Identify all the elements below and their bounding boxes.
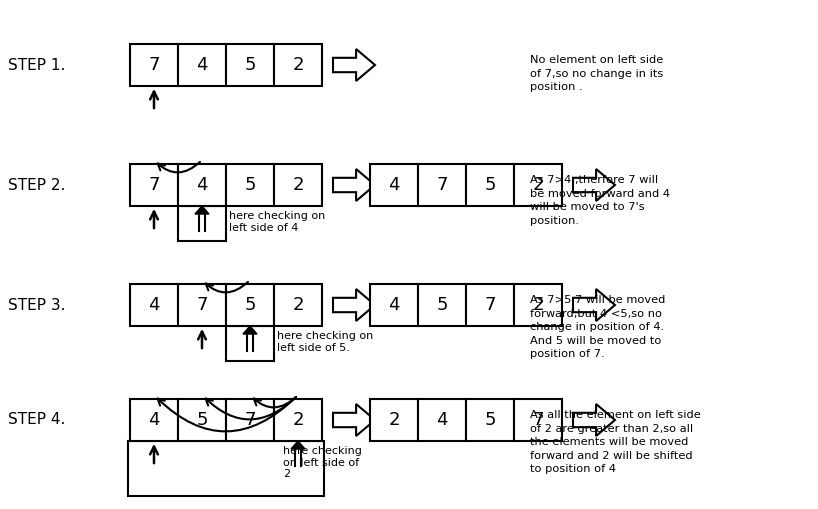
Text: As 7>5,7 will be moved
forward,but 4 <5,so no
change in position of 4.
And 5 wil: As 7>5,7 will be moved forward,but 4 <5,… — [530, 295, 665, 359]
Text: here checking
on left side of
2: here checking on left side of 2 — [283, 446, 362, 479]
Text: 4: 4 — [148, 411, 160, 429]
Polygon shape — [333, 404, 375, 436]
Polygon shape — [333, 49, 375, 81]
Text: 7: 7 — [436, 176, 447, 194]
Text: 7: 7 — [245, 411, 256, 429]
Bar — [130, 399, 178, 441]
Bar — [226, 326, 274, 361]
Bar — [130, 284, 178, 326]
Bar — [370, 164, 418, 206]
Bar — [274, 164, 322, 206]
Text: 2: 2 — [292, 411, 303, 429]
Text: 5: 5 — [245, 56, 256, 74]
Text: 5: 5 — [245, 176, 256, 194]
Polygon shape — [573, 169, 615, 201]
Text: No element on left side
of 7,so no change in its
position .: No element on left side of 7,so no chang… — [530, 55, 663, 92]
Text: 4: 4 — [196, 176, 208, 194]
Text: 4: 4 — [196, 56, 208, 74]
Polygon shape — [333, 169, 375, 201]
Bar — [178, 284, 226, 326]
Text: 7: 7 — [484, 296, 496, 314]
Polygon shape — [573, 404, 615, 436]
Bar — [514, 284, 562, 326]
Bar — [370, 399, 418, 441]
Text: 4: 4 — [148, 296, 160, 314]
Polygon shape — [243, 326, 257, 334]
Bar — [514, 399, 562, 441]
Text: 2: 2 — [292, 296, 303, 314]
Bar — [178, 206, 226, 241]
Text: 2: 2 — [292, 56, 303, 74]
Bar — [274, 399, 322, 441]
Bar — [226, 164, 274, 206]
Text: STEP 3.: STEP 3. — [8, 297, 65, 313]
Text: 5: 5 — [436, 296, 447, 314]
Text: STEP 1.: STEP 1. — [8, 58, 65, 72]
Text: As 7>4 ,therfore 7 will
be moved forward and 4
will be moved to 7's
position.: As 7>4 ,therfore 7 will be moved forward… — [530, 175, 670, 226]
Bar — [418, 399, 466, 441]
Text: 4: 4 — [389, 296, 400, 314]
Text: 7: 7 — [196, 296, 208, 314]
Text: 5: 5 — [196, 411, 208, 429]
Bar — [274, 44, 322, 86]
Bar — [514, 164, 562, 206]
Polygon shape — [195, 206, 209, 214]
Bar — [130, 44, 178, 86]
Bar — [178, 44, 226, 86]
Text: 4: 4 — [389, 176, 400, 194]
Text: 2: 2 — [533, 176, 544, 194]
Bar — [226, 399, 274, 441]
Bar — [130, 164, 178, 206]
Text: STEP 2.: STEP 2. — [8, 178, 65, 192]
Bar — [128, 441, 324, 496]
Text: 2: 2 — [292, 176, 303, 194]
Bar — [418, 284, 466, 326]
Bar — [274, 284, 322, 326]
Text: As all the element on left side
of 2 are greater than 2,so all
the elements will: As all the element on left side of 2 are… — [530, 410, 701, 474]
Text: 2: 2 — [389, 411, 400, 429]
Bar — [370, 284, 418, 326]
Text: STEP 4.: STEP 4. — [8, 412, 65, 428]
Text: 7: 7 — [148, 56, 160, 74]
Text: 7: 7 — [148, 176, 160, 194]
Bar — [466, 399, 514, 441]
Text: 7: 7 — [533, 411, 544, 429]
Bar — [226, 284, 274, 326]
Text: 5: 5 — [484, 411, 496, 429]
Bar — [418, 164, 466, 206]
Polygon shape — [291, 441, 305, 449]
Bar — [178, 164, 226, 206]
Bar — [178, 399, 226, 441]
Text: 2: 2 — [533, 296, 544, 314]
Text: here checking on
left side of 4: here checking on left side of 4 — [229, 211, 326, 233]
Text: 5: 5 — [484, 176, 496, 194]
Text: 5: 5 — [245, 296, 256, 314]
Bar — [226, 44, 274, 86]
Text: here checking on
left side of 5.: here checking on left side of 5. — [277, 331, 373, 353]
Text: 4: 4 — [436, 411, 447, 429]
Polygon shape — [333, 289, 375, 321]
Polygon shape — [573, 289, 615, 321]
Bar — [466, 284, 514, 326]
Bar — [466, 164, 514, 206]
